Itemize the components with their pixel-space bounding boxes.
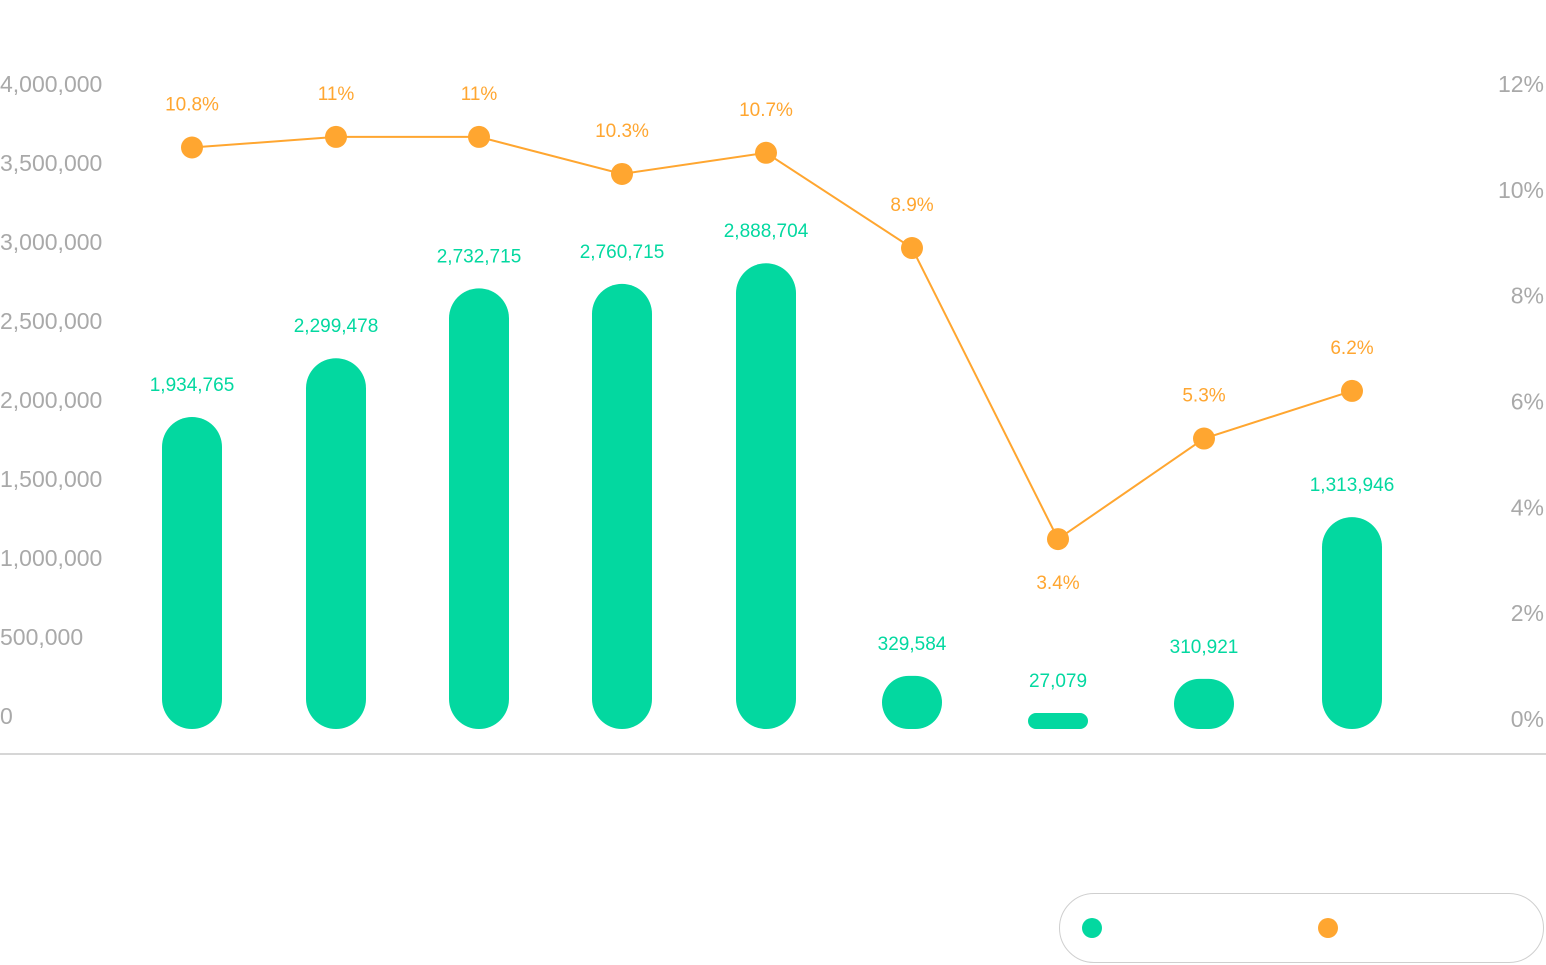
bar[interactable] — [736, 263, 796, 729]
left-tick-label: 4,000,000 — [0, 71, 102, 97]
bar-value-label: 2,760,715 — [580, 242, 665, 263]
line-value-label: 10.7% — [739, 100, 793, 121]
bar[interactable] — [1322, 517, 1382, 729]
legend-item-bars[interactable] — [1082, 894, 1114, 962]
bar-value-label: 2,888,704 — [724, 221, 809, 242]
left-tick-label: 1,000,000 — [0, 545, 102, 571]
line-series — [181, 125, 1363, 551]
bar-value-label: 27,079 — [1029, 671, 1087, 692]
right-tick-label: 10% — [1498, 177, 1544, 203]
bar-value-label: 1,934,765 — [150, 375, 235, 396]
line-point[interactable] — [1047, 528, 1069, 551]
legend — [1059, 893, 1544, 963]
line-point[interactable] — [611, 162, 633, 185]
left-tick-label: 2,500,000 — [0, 308, 102, 334]
bar[interactable] — [882, 675, 942, 729]
bar-value-label: 310,921 — [1170, 637, 1239, 658]
bar-value-label: 2,732,715 — [437, 246, 522, 267]
right-tick-label: 6% — [1511, 389, 1544, 415]
bar-data-labels: 1,934,765 2,299,478 2,732,715 2,760,715 2,88… — [150, 221, 1395, 692]
line-point[interactable] — [468, 125, 490, 148]
bar-value-label: 329,584 — [878, 634, 947, 655]
legend-item-line[interactable] — [1318, 894, 1350, 962]
line-data-labels: 10.8% 11% 11% 10.3% 10.7% 8.9% 3.4% 5.3% 6.2% — [165, 84, 1374, 594]
bar[interactable] — [162, 417, 222, 729]
line-value-label: 10.3% — [595, 121, 649, 142]
right-tick-label: 0% — [1511, 706, 1544, 732]
line-value-label: 8.9% — [890, 195, 933, 216]
bar[interactable] — [306, 358, 366, 729]
line-point[interactable] — [325, 125, 347, 148]
line-value-label: 11% — [461, 84, 498, 105]
left-tick-label: 0 — [0, 703, 13, 729]
bar-value-label: 2,299,478 — [294, 316, 379, 337]
bar[interactable] — [449, 288, 509, 729]
bar[interactable] — [592, 283, 652, 729]
left-y-axis: 0 500,000 1,000,000 1,500,000 2,000,000 2,500… — [0, 71, 102, 729]
left-tick-label: 3,000,000 — [0, 229, 102, 255]
line-value-label: 11% — [318, 84, 355, 105]
legend-bar-swatch — [1082, 918, 1102, 938]
line-point[interactable] — [1341, 379, 1363, 402]
legend-line-swatch — [1318, 918, 1338, 938]
line-point[interactable] — [901, 237, 923, 260]
right-tick-label: 2% — [1511, 600, 1544, 626]
right-y-axis: 0% 2% 4% 6% 8% 10% 12% — [1498, 71, 1544, 732]
line-value-label: 3.4% — [1036, 573, 1079, 594]
line-point[interactable] — [181, 136, 203, 159]
bar-series — [162, 263, 1382, 729]
bar[interactable] — [1028, 713, 1088, 729]
line-point[interactable] — [755, 141, 777, 164]
right-tick-label: 8% — [1511, 283, 1544, 309]
left-tick-label: 500,000 — [0, 624, 83, 650]
right-tick-label: 12% — [1498, 71, 1544, 97]
line-value-label: 6.2% — [1330, 338, 1373, 359]
bar-value-label: 1,313,946 — [1310, 475, 1395, 496]
bar[interactable] — [1174, 678, 1234, 729]
left-tick-label: 1,500,000 — [0, 466, 102, 492]
line-point[interactable] — [1193, 427, 1215, 450]
right-tick-label: 4% — [1511, 494, 1544, 520]
left-tick-label: 2,000,000 — [0, 387, 102, 413]
line-value-label: 10.8% — [165, 95, 219, 116]
line-value-label: 5.3% — [1182, 386, 1225, 407]
left-tick-label: 3,500,000 — [0, 150, 102, 176]
